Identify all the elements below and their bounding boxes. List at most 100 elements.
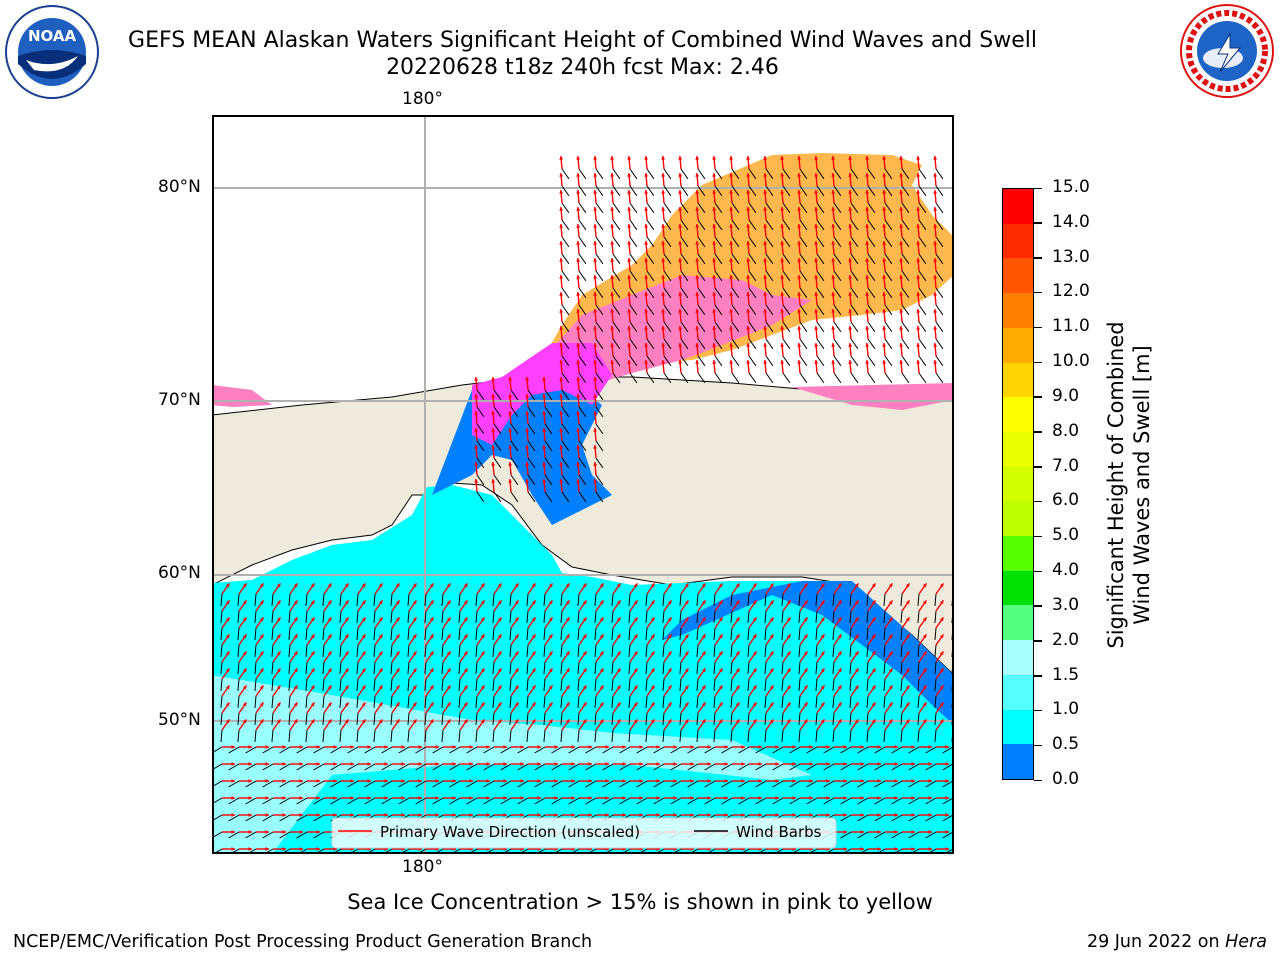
wind-barb [697, 253, 706, 265]
wind-barb [534, 763, 546, 771]
footer-host: Hera [1225, 932, 1267, 952]
wind-barb [816, 321, 825, 333]
wave-arrowhead [899, 224, 904, 228]
wave-arrowhead [814, 190, 819, 194]
wind-barb [833, 304, 842, 316]
wave-arrowhead [361, 685, 366, 690]
wave-arrowhead [899, 292, 904, 296]
wind-barb [680, 168, 689, 180]
wave-arrowhead [412, 702, 417, 707]
wave-arrowhead [327, 600, 332, 605]
footer-date: 29 Jun 2022 on Hera [1087, 932, 1267, 952]
wind-barb [772, 746, 784, 754]
wind-barb [578, 338, 587, 350]
colorbar-tick-mark [1034, 605, 1042, 607]
wave-arrowhead [395, 600, 400, 605]
wave-arrowhead [412, 600, 417, 605]
wind-barb [262, 780, 274, 788]
wind-barb [220, 729, 223, 742]
wave-direction-arrows [212, 155, 954, 854]
colorbar-tick-mark [1034, 257, 1042, 259]
wind-barb [476, 474, 485, 486]
wind-barb [475, 610, 478, 623]
wave-arrowhead [673, 745, 677, 749]
wave-arrowhead [831, 190, 836, 194]
light-wave-band-2 [402, 715, 732, 755]
wave-arrowhead [344, 583, 349, 588]
wind-barb [867, 304, 876, 316]
wind-barb [228, 780, 240, 788]
wave-arrowhead [882, 190, 887, 194]
wave-arrowhead [576, 309, 581, 313]
colorbar-tick-label: 0.0 [1052, 769, 1080, 789]
wave-arrowhead [480, 651, 485, 656]
wind-barb [493, 440, 502, 452]
wind-barb [279, 780, 291, 788]
wave-arrowhead [797, 207, 802, 211]
wave-arrowhead [378, 719, 383, 724]
wave-arrowhead [843, 745, 847, 749]
wind-barb [942, 746, 954, 754]
wind-barb [891, 746, 903, 754]
wave-arrowhead [582, 651, 587, 656]
wave-arrowhead [622, 813, 626, 817]
wind-barb [789, 797, 801, 805]
wave-arrowhead [537, 813, 541, 817]
wind-barb [874, 763, 886, 771]
wind-barb [815, 712, 818, 725]
wave-arrowhead [361, 634, 366, 639]
wind-barb [935, 236, 944, 248]
wave-arrowhead [724, 745, 728, 749]
wave-arrowhead [712, 224, 717, 228]
wave-arrowhead [259, 583, 264, 588]
wind-barb [475, 729, 478, 742]
wave-arrowhead [746, 360, 751, 364]
wave-arrowhead [576, 479, 581, 483]
wave-arrowhead [746, 326, 751, 330]
wave-arrowhead [610, 224, 615, 228]
wave-arrowhead [814, 292, 819, 296]
colorbar-segment [1003, 744, 1033, 779]
wind-barb [908, 814, 920, 822]
wind-barb [612, 236, 621, 248]
wave-arrowhead [865, 343, 870, 347]
wind-barb [390, 695, 393, 708]
wind-barb [832, 729, 835, 742]
wind-barb [704, 797, 716, 805]
wind-barb [764, 712, 767, 725]
wind-barb [568, 746, 580, 754]
wind-barb [696, 729, 699, 742]
wave-arrowhead [576, 292, 581, 296]
wind-barb [925, 780, 937, 788]
wave-arrowhead [775, 745, 779, 749]
wind-barb [884, 355, 893, 367]
wind-barb [901, 168, 910, 180]
wind-barb [629, 253, 638, 265]
wave-arrowhead [610, 190, 615, 194]
wind-barb [679, 729, 682, 742]
wind-barb [432, 780, 444, 788]
wave-arrowhead [412, 668, 417, 673]
wind-barb [628, 678, 631, 691]
wind-barb [663, 304, 672, 316]
wave-arrowhead [395, 617, 400, 622]
wave-arrowhead [746, 241, 751, 245]
wave-arrowhead [474, 445, 479, 449]
wave-arrowhead [667, 668, 672, 673]
wind-barb [415, 746, 427, 754]
wave-arrowhead [350, 779, 354, 783]
wind-barb [271, 729, 274, 742]
wind-barb [646, 355, 655, 367]
wave-arrowhead [701, 719, 706, 724]
wave-arrowhead [894, 813, 898, 817]
map-frame [212, 115, 954, 854]
wave-arrowhead [565, 634, 570, 639]
wave-arrowhead [497, 702, 502, 707]
wave-arrowhead [310, 583, 315, 588]
wind-barb [798, 627, 801, 640]
wind-barb [424, 712, 427, 725]
wind-barb [526, 627, 529, 640]
wind-barb [330, 746, 342, 754]
wind-barb [645, 627, 648, 640]
wave-arrowhead [412, 651, 417, 656]
